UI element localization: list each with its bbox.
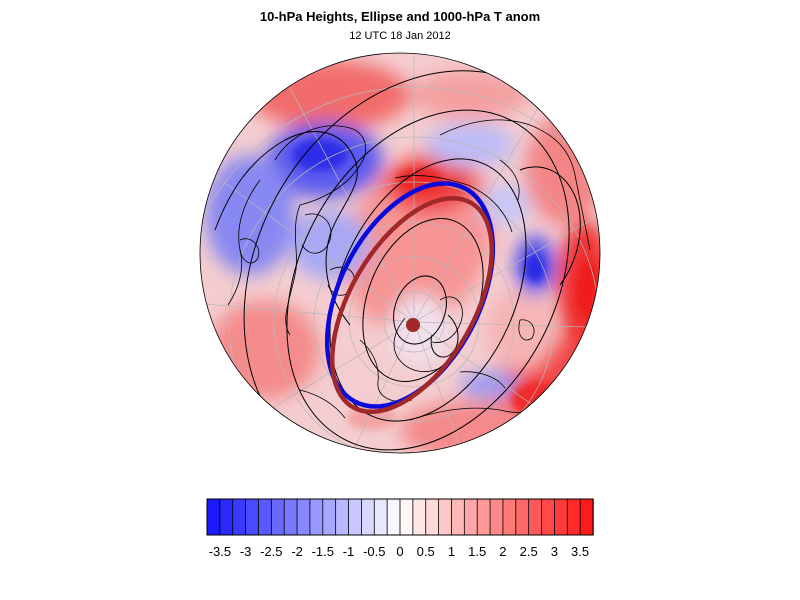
colorbar-frame	[206, 498, 594, 536]
colorbar-tick-label: 0.5	[417, 544, 435, 559]
colorbar-cell	[438, 498, 453, 536]
colorbar-cell	[425, 498, 440, 536]
colorbar-tick-label: 3.5	[571, 544, 589, 559]
colorbar-tick-label: -3.5	[209, 544, 231, 559]
colorbar-cell	[489, 498, 504, 536]
colorbar-cell	[219, 498, 234, 536]
ellipse-center-dot	[406, 318, 420, 332]
colorbar-cell	[502, 498, 517, 536]
colorbar-cell	[296, 498, 311, 536]
colorbar-cell	[360, 498, 375, 536]
colorbar-cell	[258, 498, 273, 536]
colorbar-tick-label: 2	[499, 544, 506, 559]
colorbar-tick-label: 3	[551, 544, 558, 559]
colorbar-cell	[322, 498, 337, 536]
colorbar-cell	[412, 498, 427, 536]
colorbar-tick-label: 1	[448, 544, 455, 559]
ellipse-climatology	[329, 195, 495, 415]
colorbar-cell	[463, 498, 478, 536]
colorbar-cell	[232, 498, 247, 536]
colorbar-cell	[245, 498, 260, 536]
colorbar-cell	[373, 498, 388, 536]
globe-outline	[199, 52, 601, 454]
colorbar-tick-label: -0.5	[363, 544, 385, 559]
colorbar-cell	[386, 498, 401, 536]
coastlines	[227, 119, 591, 421]
colorbar-cell	[566, 498, 581, 536]
colorbar-cell	[348, 498, 363, 536]
colorbar-cell	[283, 498, 298, 536]
colorbar-tick-label: -1.5	[312, 544, 334, 559]
colorbar-cell	[476, 498, 491, 536]
colorbar-cell	[515, 498, 530, 536]
colorbar-tick-label: -2	[291, 544, 303, 559]
colorbar-cell	[309, 498, 324, 536]
colorbar-cell	[399, 498, 414, 536]
polar-map	[199, 52, 601, 454]
colorbar-tick-label: 0	[396, 544, 403, 559]
colorbar-tick-label: -3	[240, 544, 252, 559]
map-title: 10-hPa Heights, Ellipse and 1000-hPa T a…	[259, 9, 541, 24]
colorbar-tick-label: 2.5	[520, 544, 538, 559]
colorbar-cell	[528, 498, 543, 536]
colorbar-tick-label: 1.5	[468, 544, 486, 559]
colorbar-cell	[579, 498, 594, 536]
colorbar-cell	[541, 498, 556, 536]
colorbar-cell	[206, 498, 221, 536]
colorbar-cell	[335, 498, 350, 536]
colorbar-cell	[554, 498, 568, 536]
colorbar-cell	[270, 498, 285, 536]
colorbar-cell	[451, 498, 466, 536]
colorbar-tick-label: -1	[343, 544, 355, 559]
map-subtitle: 12 UTC 18 Jan 2012	[349, 30, 451, 42]
colorbar-tick-label: -2.5	[260, 544, 282, 559]
